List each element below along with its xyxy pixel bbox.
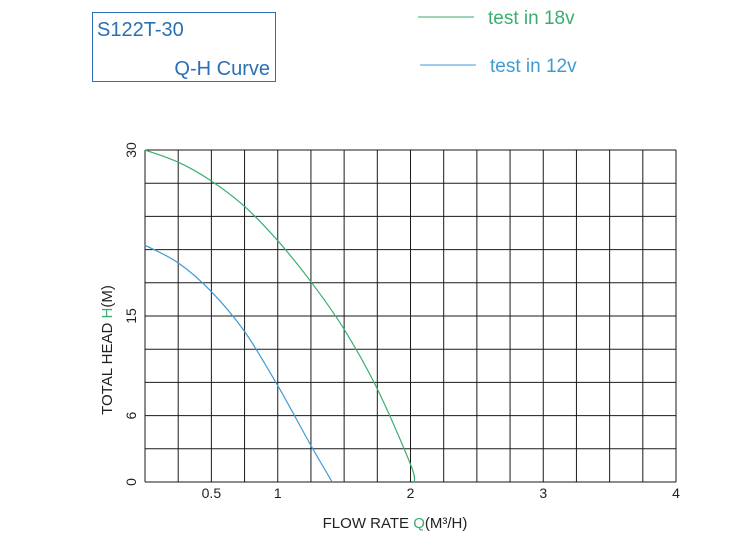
title-box: S122T-30 Q-H Curve [92,12,276,82]
y-axis-label-prefix: TOTAL HEAD [99,318,116,414]
y-tick-label: 0 [123,478,139,486]
legend-label: test in 12v [490,56,577,77]
y-axis-label: TOTAL HEAD H(M) [99,285,116,415]
y-tick-label: 6 [123,411,139,419]
legend-label: test in 18v [488,8,575,29]
x-axis-label-prefix: FLOW RATE [323,515,414,532]
x-tick-label: 0.5 [202,485,222,501]
model-title: S122T-30 [97,19,184,41]
y-tick-label: 30 [123,142,139,158]
curve-subtitle: Q-H Curve [174,58,270,80]
x-tick-label: 1 [274,485,282,501]
y-tick-labels: 0 6 15 30 [123,142,139,486]
x-axis-label-unit: (M³/H) [425,515,467,532]
x-axis-label: FLOW RATE Q(M³/H) [323,515,468,532]
chart-series [144,149,416,483]
y-axis-label-unit: (M) [99,285,116,308]
x-tick-label: 3 [539,485,547,501]
chart-grid [144,149,677,483]
series-line-12v [144,244,333,483]
y-axis-label-symbol: H [99,308,116,319]
y-tick-label: 15 [123,308,139,324]
x-tick-labels: 0.5 1 2 3 4 [202,485,680,501]
x-tick-label: 4 [672,485,680,501]
x-tick-label: 2 [407,485,415,501]
legend: test in 18v test in 12v [418,8,577,77]
series-line-18v [144,149,416,483]
x-axis-label-symbol: Q [413,515,425,532]
